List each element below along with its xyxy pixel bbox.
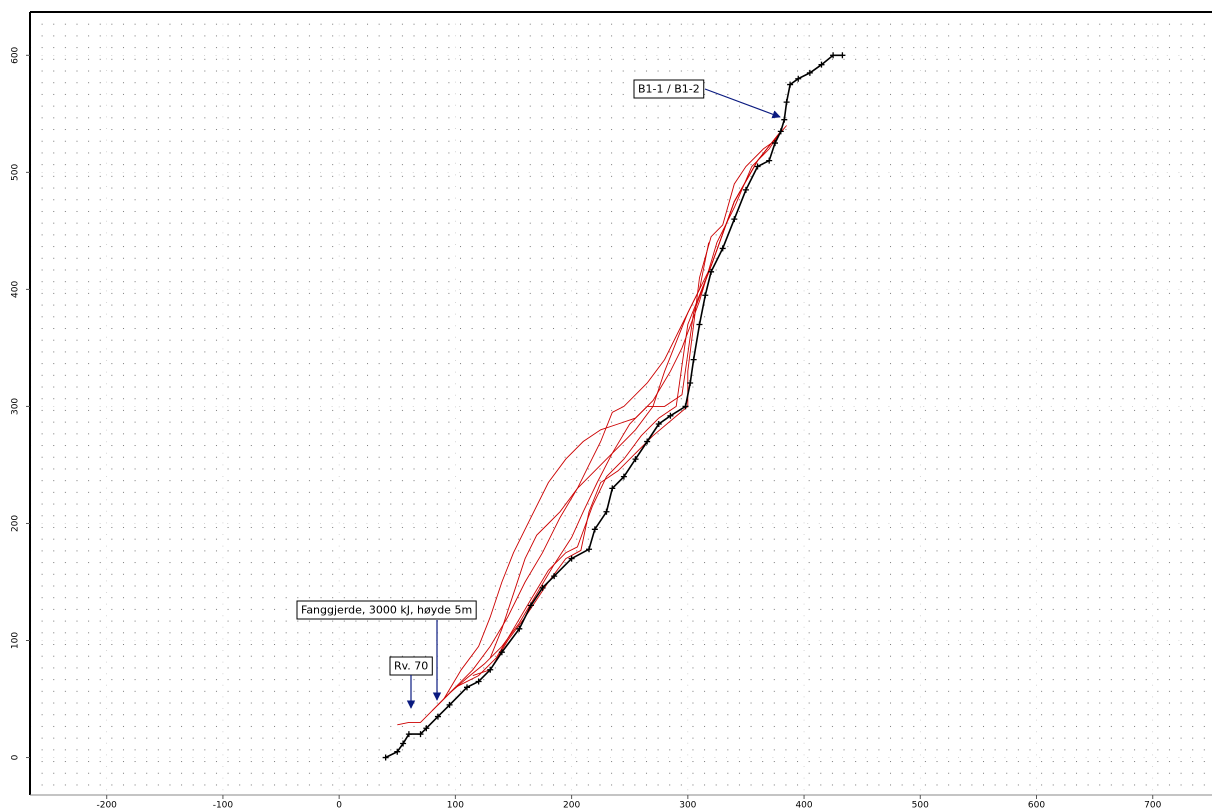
y-tick-label: 600: [11, 46, 21, 63]
terrain-point: [702, 292, 709, 299]
trajectory: [397, 131, 782, 726]
terrain-point: [839, 52, 846, 59]
terrain-point: [754, 163, 761, 170]
minor-grid: [30, 12, 1212, 795]
annotation: B1-1 / B1-2: [633, 79, 781, 119]
terrain-point: [690, 356, 697, 363]
terrain-point: [766, 157, 773, 164]
terrain-point: [423, 725, 430, 732]
terrain-point: [731, 216, 738, 223]
terrain-point: [487, 666, 494, 673]
terrain-point: [551, 573, 558, 580]
terrain-point: [644, 438, 651, 445]
terrain-point: [818, 61, 825, 68]
x-tick-label: 200: [563, 801, 580, 810]
terrain-point: [568, 555, 575, 562]
annotation-box: [633, 79, 705, 99]
terrain-point: [632, 456, 639, 463]
terrain-point: [609, 485, 616, 492]
x-tick-label: 500: [912, 801, 929, 810]
terrain-point: [434, 713, 441, 720]
terrain-point: [475, 678, 482, 685]
annotation-box: [296, 600, 477, 620]
terrain-point: [787, 81, 794, 88]
annotation-arrow: [704, 88, 781, 119]
terrain-point: [603, 508, 610, 515]
terrain-point: [516, 625, 523, 632]
terrain-point: [687, 380, 694, 387]
terrain-point: [405, 731, 412, 738]
x-tick-label: 700: [1144, 801, 1161, 810]
y-tick-label: 0: [11, 754, 21, 760]
terrain-point: [382, 754, 389, 761]
x-tick-label: 300: [679, 801, 696, 810]
terrain-point: [719, 245, 726, 252]
annotation: Rv. 70: [389, 656, 433, 709]
terrain-point: [417, 731, 424, 738]
y-tick-label: 400: [11, 281, 21, 298]
terrain-point: [783, 99, 790, 106]
terrain-point: [696, 321, 703, 328]
terrain-point: [771, 140, 778, 147]
terrain-point: [742, 186, 749, 193]
annotation-text: Rv. 70: [394, 660, 428, 673]
terrain-point: [539, 584, 546, 591]
y-tick-label: 300: [11, 398, 21, 415]
x-tick-label: -200: [96, 801, 117, 810]
terrain-point: [527, 602, 534, 609]
terrain-point: [620, 473, 627, 480]
terrain-point: [795, 75, 802, 82]
x-tick-label: 400: [795, 801, 812, 810]
x-tick-label: 0: [336, 801, 342, 810]
x-tick-label: -100: [213, 801, 234, 810]
annotation-text: B1-1 / B1-2: [638, 83, 700, 96]
terrain-point: [400, 740, 407, 747]
annotation: Fanggjerde, 3000 kJ, høyde 5m: [296, 600, 477, 701]
terrain-point: [591, 526, 598, 533]
terrain-point: [446, 701, 453, 708]
terrain-point: [682, 403, 689, 410]
trajectory: [489, 242, 710, 659]
terrain-point: [586, 546, 593, 553]
y-tick-label: 200: [11, 515, 21, 532]
terrain-point: [806, 69, 813, 76]
terrain-point: [394, 748, 401, 755]
terrain-point: [830, 52, 837, 59]
terrain-point: [781, 116, 788, 123]
terrain-point: [655, 420, 662, 427]
terrain-point: [708, 268, 715, 275]
terrain-point: [777, 128, 784, 135]
y-tick-label: 500: [11, 163, 21, 180]
trajectory: [437, 131, 782, 706]
y-tick-label: 100: [11, 632, 21, 649]
terrain-point: [498, 649, 505, 656]
x-tick-label: 600: [1028, 801, 1045, 810]
x-tick-label: 100: [447, 801, 464, 810]
annotation-text: Fanggjerde, 3000 kJ, høyde 5m: [301, 604, 472, 617]
terrain-point: [464, 684, 471, 691]
terrain-point: [667, 412, 674, 419]
